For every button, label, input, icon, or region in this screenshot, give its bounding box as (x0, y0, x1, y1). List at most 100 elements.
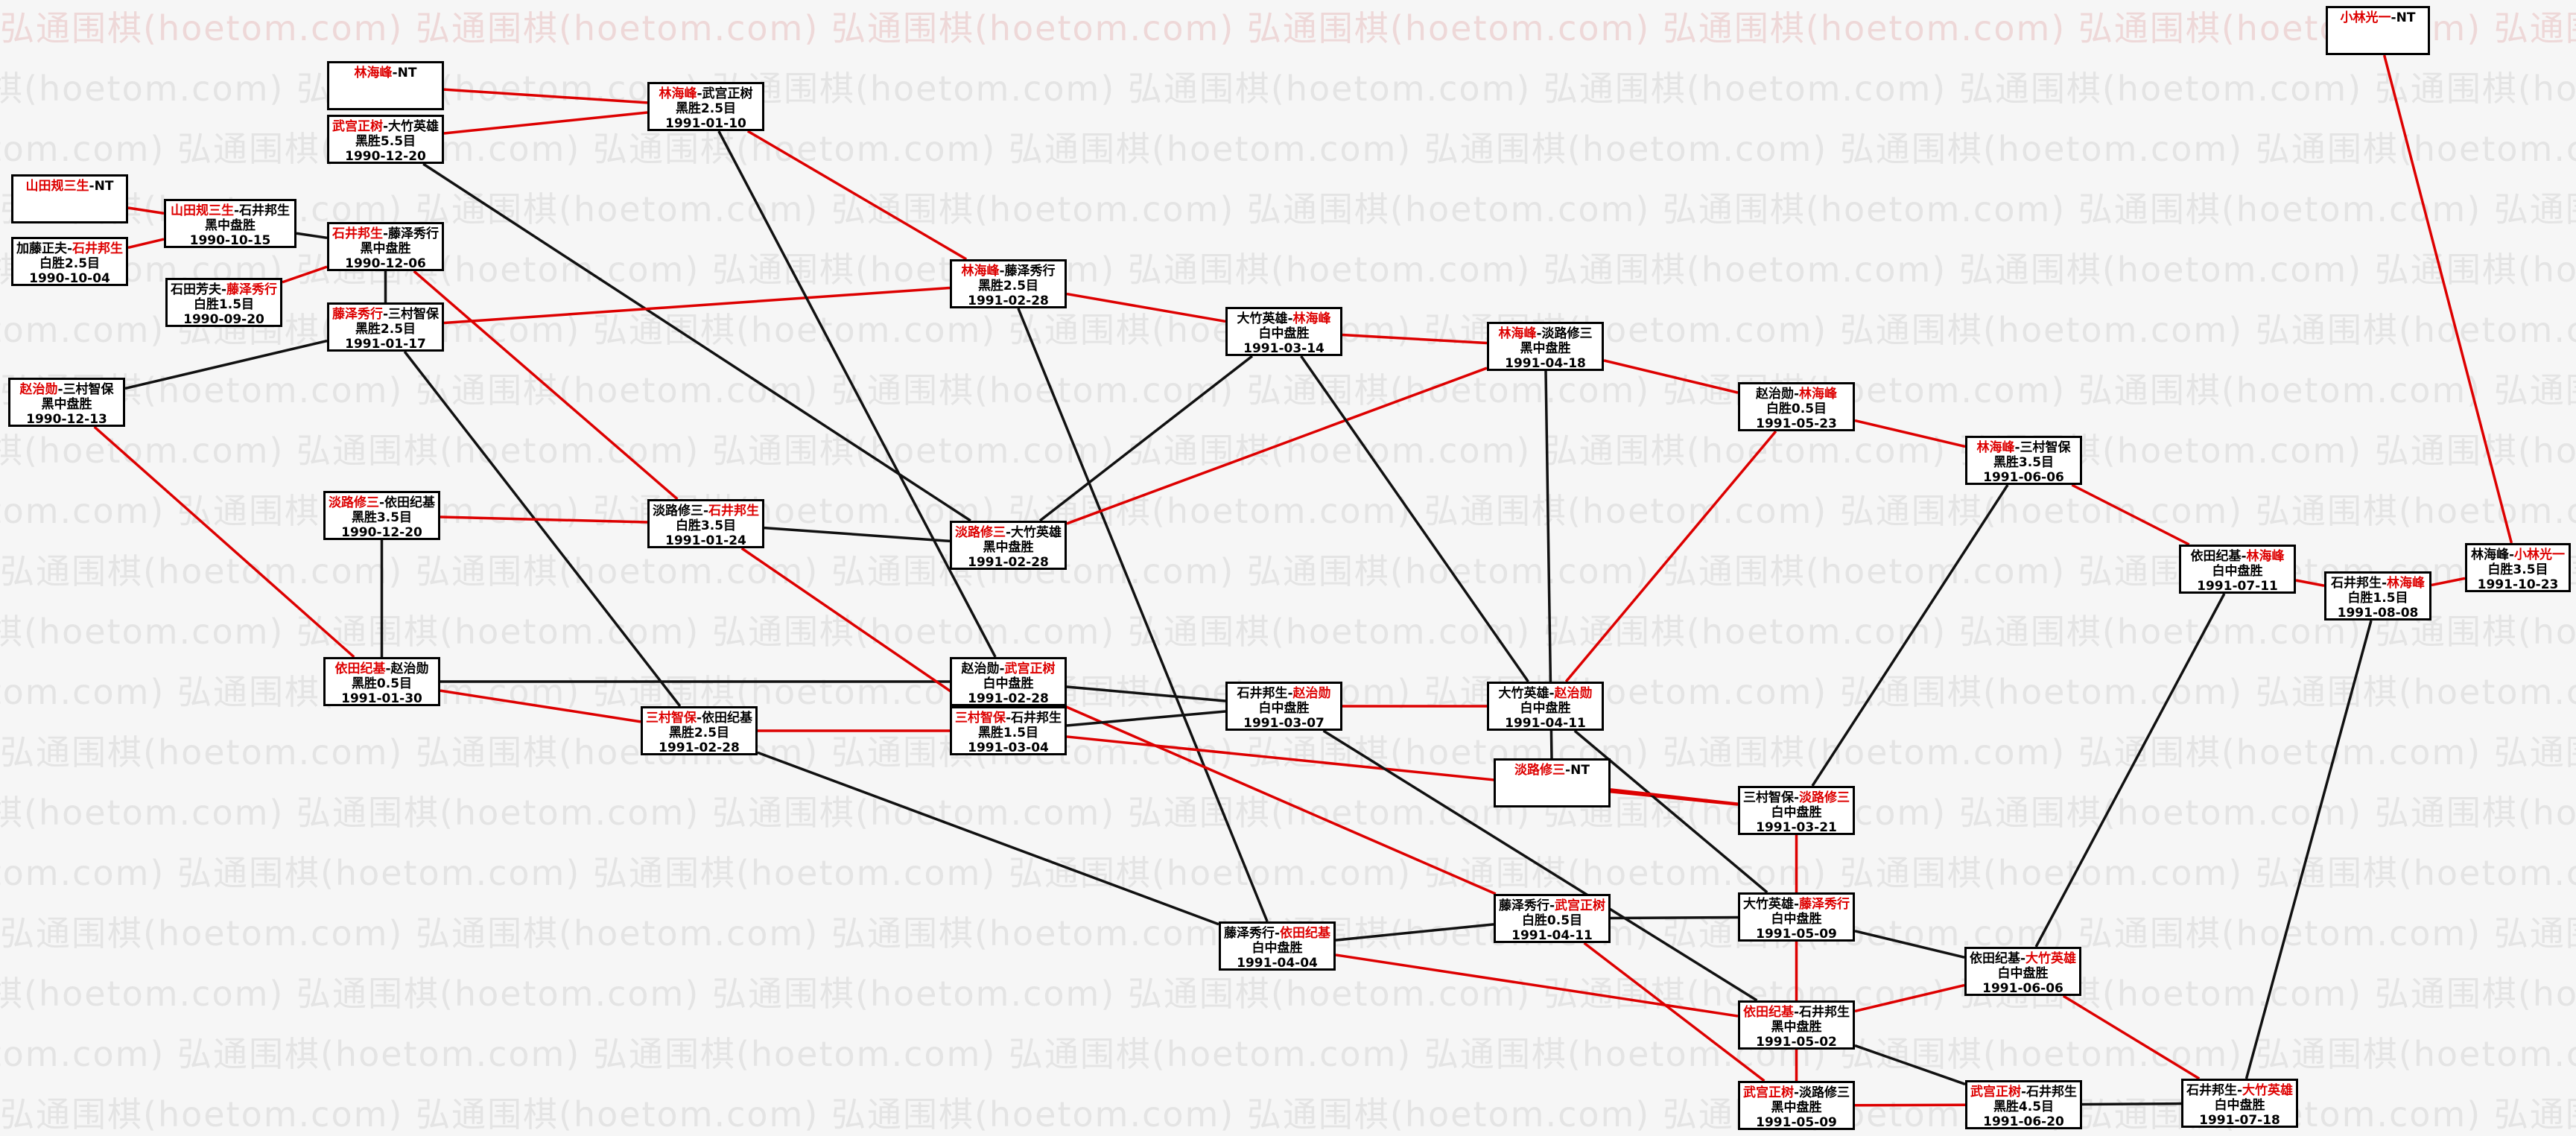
game-box-g8[interactable]: 藤泽秀行-三村智保 黑胜2.5目 1991-01-17 (327, 302, 444, 352)
game-box-g2[interactable]: 加藤正夫-石井邦生 白胜2.5目 1990-10-04 (11, 237, 128, 286)
game-box-g28[interactable]: 大竹英雄-藤泽秀行 白中盘胜 1991-05-09 (1738, 892, 1855, 942)
matchup-title: 小林光一-NT (2328, 10, 2428, 25)
game-box-g34[interactable]: 依田纪基-林海峰 白中盘胜 1991-07-11 (2179, 545, 2296, 594)
game-result: 黑胜3.5目 (351, 510, 413, 525)
game-box-g36[interactable]: 小林光一-NT (2326, 6, 2430, 55)
game-box-g31[interactable]: 林海峰-三村智保 黑胜3.5目 1991-06-06 (1965, 436, 2082, 485)
game-result: 白胜3.5目 (675, 518, 737, 533)
matchup-title: 藤泽秀行-武宫正树 (1496, 898, 1608, 913)
game-box-g15[interactable]: 林海峰-藤泽秀行 黑胜2.5目 1991-02-28 (950, 259, 1067, 308)
matchup-title: 大竹英雄-林海峰 (1228, 311, 1340, 326)
player-b-name: 淡路修三 (1799, 790, 1850, 805)
edge-g18-g20-black (1066, 710, 1226, 727)
game-box-g19[interactable]: 大竹英雄-林海峰 白中盘胜 1991-03-14 (1225, 307, 1342, 356)
edge-g5-g12-red (443, 88, 648, 104)
game-result: 黑胜3.5目 (1993, 455, 2055, 470)
game-date: 1990-10-04 (29, 271, 110, 286)
player-b-name: 依田纪基 (702, 711, 753, 726)
edge-g25-g30-red (1583, 942, 1766, 1082)
vs-dash: - (999, 661, 1005, 676)
game-box-g20[interactable]: 石井邦生-赵治勋 白中盘胜 1991-03-07 (1225, 682, 1342, 731)
game-box-g26[interactable]: 赵治勋-林海峰 白胜0.5目 1991-05-23 (1738, 382, 1855, 431)
game-box-g37[interactable]: 石井邦生-林海峰 白胜1.5目 1991-08-08 (2324, 571, 2431, 621)
player-a-name: 小林光一 (2340, 10, 2391, 25)
edge-g21-g29-red (1335, 953, 1739, 1018)
player-b-name: 赵治勋 (1292, 686, 1331, 701)
player-a-name: 石田芳夫 (170, 282, 221, 297)
game-box-g27[interactable]: 三村智保-淡路修三 白中盘胜 1991-03-21 (1738, 786, 1855, 835)
player-a-name: 淡路修三 (652, 504, 703, 518)
game-box-g3[interactable]: 山田规三生-石井邦生 黑中盘胜 1990-10-15 (164, 199, 296, 248)
game-result: 黑中盘胜 (1771, 1100, 1822, 1115)
game-box-g24[interactable]: 淡路修三-NT (1494, 758, 1611, 807)
game-date: 1990-12-13 (26, 412, 107, 427)
watermark-text: 弘通围棋(hoetom.com) 弘通围棋(hoetom.com) 弘通围棋(h… (0, 853, 2576, 893)
edge-g2-g3-red (127, 238, 165, 250)
game-box-g1[interactable]: 山田规三生-NT (11, 174, 128, 223)
edge-g21-g25-black (1335, 923, 1494, 942)
player-a-name: 武宫正树 (331, 119, 383, 134)
game-box-g30[interactable]: 武宫正树-淡路修三 黑中盘胜 1991-05-09 (1738, 1081, 1855, 1130)
game-box-g22[interactable]: 林海峰-淡路修三 黑中盘胜 1991-04-18 (1487, 322, 1604, 371)
game-box-g21[interactable]: 藤泽秀行-依田纪基 白中盘胜 1991-04-04 (1219, 921, 1336, 971)
vs-dash: - (1793, 1005, 1800, 1020)
game-box-g33[interactable]: 武宫正树-石井邦生 黑胜4.5目 1991-06-20 (1965, 1080, 2082, 1129)
game-box-g10[interactable]: 淡路修三-依田纪基 黑胜3.5目 1990-12-20 (323, 491, 440, 540)
edge-g7-g13-red (413, 270, 679, 501)
vs-dash: - (57, 382, 63, 397)
game-date: 1990-12-06 (345, 256, 426, 271)
game-result: 白中盘胜 (1251, 941, 1303, 956)
game-box-g38[interactable]: 林海峰-小林光一 白胜3.5目 1991-10-23 (2465, 543, 2571, 592)
game-box-g18[interactable]: 三村智保-石井邦生 黑胜1.5目 1991-03-04 (950, 706, 1067, 755)
game-box-g23[interactable]: 大竹英雄-赵治勋 白中盘胜 1991-04-11 (1487, 682, 1604, 731)
edge-g13-g16-black (764, 526, 951, 543)
game-result: 白中盘胜 (2214, 1098, 2265, 1113)
edge-g12-g17-black (717, 130, 997, 658)
player-b-name: 赵治勋 (1554, 686, 1593, 701)
player-b-name: 三村智保 (388, 307, 440, 322)
game-box-g6[interactable]: 武宫正树-大竹英雄 黑胜5.5目 1990-12-20 (327, 115, 444, 164)
matchup-title: 石井邦生-林海峰 (2326, 576, 2429, 591)
edge-g23-g28-black (1573, 729, 1768, 894)
game-box-g35[interactable]: 石井邦生-大竹英雄 白中盘胜 1991-07-18 (2181, 1079, 2298, 1128)
game-box-g16[interactable]: 淡路修三-大竹英雄 黑中盘胜 1991-02-28 (950, 521, 1067, 570)
game-box-g13[interactable]: 淡路修三-石井邦生 白胜3.5目 1991-01-24 (647, 499, 764, 548)
edge-g8-g15-red (443, 286, 951, 325)
game-box-g29[interactable]: 依田纪基-石井邦生 黑中盘胜 1991-05-02 (1738, 1000, 1855, 1050)
player-a-name: 藤泽秀行 (1223, 926, 1275, 941)
vs-dash: - (2508, 548, 2515, 562)
player-a-name: 赵治勋 (1755, 387, 1794, 402)
matchup-title: 三村智保-淡路修三 (1740, 790, 1853, 805)
game-date: 1991-08-08 (2337, 606, 2419, 621)
game-box-g4[interactable]: 石田芳夫-藤泽秀行 白胜1.5目 1990-09-20 (165, 278, 282, 327)
game-box-g5[interactable]: 林海峰-NT (327, 61, 444, 110)
game-box-g17[interactable]: 赵治勋-武宫正树 白中盘胜 1991-02-28 (950, 657, 1067, 706)
player-b-name: 藤泽秀行 (1799, 897, 1850, 912)
game-box-g32[interactable]: 依田纪基-大竹英雄 白中盘胜 1991-06-06 (1964, 947, 2081, 996)
matchup-title: 石井邦生-赵治勋 (1228, 686, 1340, 701)
edge-g9-g11-red (93, 425, 355, 659)
vs-dash: - (1565, 763, 1571, 778)
player-b-name: 小林光一 (2514, 548, 2566, 562)
game-result: 白中盘胜 (1520, 701, 1571, 716)
vs-dash: - (2014, 440, 2020, 455)
player-a-name: 武宫正树 (1970, 1085, 2021, 1099)
game-box-g7[interactable]: 石井邦生-藤泽秀行 黑中盘胜 1990-12-06 (327, 222, 444, 271)
matchup-title: 淡路修三-依田纪基 (326, 495, 438, 510)
game-box-g14[interactable]: 三村智保-依田纪基 黑胜2.5目 1991-02-28 (641, 706, 758, 755)
game-result: 黑中盘胜 (360, 241, 411, 256)
player-b-name: 淡路修三 (1541, 326, 1593, 341)
game-result: 白中盘胜 (1258, 701, 1310, 716)
matchup-title: 大竹英雄-赵治勋 (1489, 686, 1602, 701)
game-result: 白胜1.5目 (2347, 591, 2408, 606)
player-a-name: 大竹英雄 (1742, 897, 1794, 912)
game-result: 黑胜2.5目 (355, 322, 416, 337)
edge-g17-g25-red (1064, 705, 1497, 895)
player-b-name: 林海峰 (1799, 387, 1838, 402)
game-date: 1991-07-11 (2197, 579, 2278, 594)
matchup-title: 依田纪基-赵治勋 (326, 661, 438, 676)
game-box-g25[interactable]: 藤泽秀行-武宫正树 白胜0.5目 1991-04-11 (1494, 894, 1611, 943)
game-box-g11[interactable]: 依田纪基-赵治勋 黑胜0.5目 1991-01-30 (323, 657, 440, 706)
game-box-g9[interactable]: 赵治勋-三村智保 黑中盘胜 1990-12-13 (8, 378, 125, 427)
game-box-g12[interactable]: 林海峰-武宫正树 黑胜2.5目 1991-01-10 (647, 82, 764, 131)
